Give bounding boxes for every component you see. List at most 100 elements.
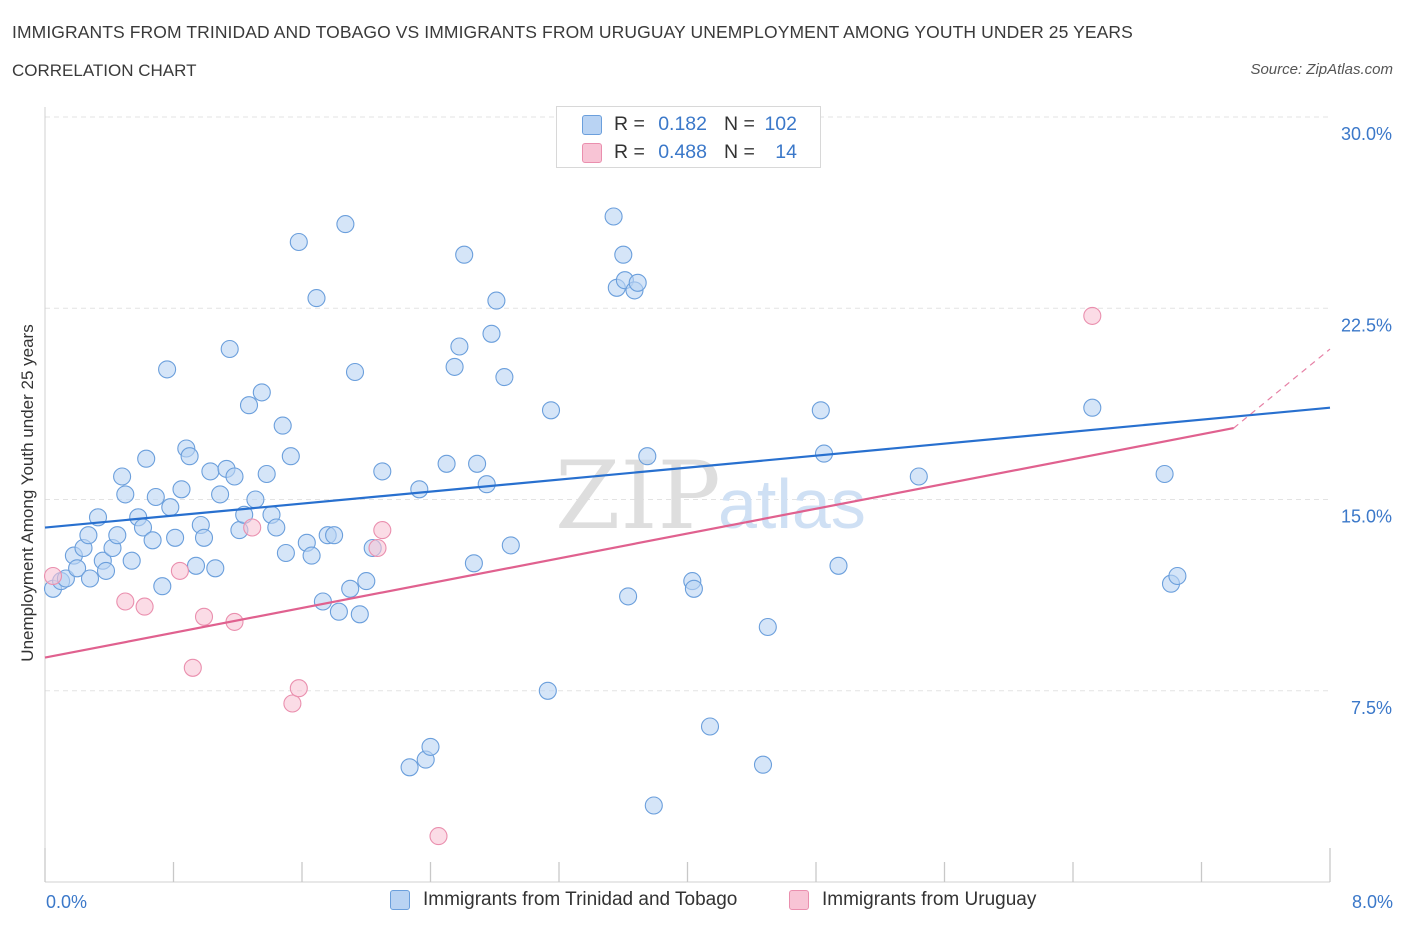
trinidad-point: [684, 579, 703, 598]
trinidad-point: [445, 357, 464, 376]
uruguay-swatch: [582, 143, 602, 163]
trinidad-point: [225, 467, 244, 486]
trinidad-point: [194, 528, 214, 547]
trinidad-point: [700, 717, 720, 736]
trinidad-point: [276, 543, 295, 563]
trinidad-point: [158, 360, 177, 379]
trinidad-point: [166, 528, 185, 547]
trinidad-point: [829, 556, 848, 575]
trinidad-point: [96, 561, 116, 580]
trinidad-point: [541, 401, 561, 420]
trinidad-point: [122, 551, 141, 570]
trinidad-point: [464, 554, 483, 573]
trinidad-point: [495, 368, 514, 387]
trinidad-point: [220, 339, 239, 359]
trinidad-point: [400, 758, 419, 777]
trinidad-point: [246, 490, 265, 509]
stat-legend-row-uruguay: R = 0.488 N = 14: [557, 139, 820, 167]
uruguay-point: [243, 518, 262, 537]
trinidad-point: [153, 577, 172, 596]
trinidad-point: [307, 289, 326, 308]
trinidad-point: [501, 536, 520, 555]
y-tick-label: 15.0%: [1341, 507, 1392, 527]
trinidad-point: [180, 447, 199, 466]
trinidad-point: [211, 485, 230, 504]
r-value: 0.182: [658, 113, 707, 135]
trinidad-point: [644, 796, 663, 815]
n-label: N =: [724, 113, 755, 135]
trinidad-point: [267, 518, 286, 537]
chart-subtitle: CORRELATION CHART: [12, 61, 197, 80]
stat-legend-row-trinidad: R = 0.182 N = 102: [557, 111, 820, 139]
trinidad-point: [143, 531, 162, 550]
legend-item-uruguay[interactable]: Immigrants from Uruguay: [789, 889, 1036, 911]
trinidad-swatch: [582, 115, 602, 135]
trinidad-point: [80, 569, 100, 588]
uruguay-point: [283, 694, 302, 713]
uruguay-trendline: [44, 427, 1234, 659]
trinidad-point: [257, 464, 276, 484]
trinidad-point: [108, 526, 127, 545]
trinidad-point: [79, 526, 98, 545]
trinidad-point: [628, 273, 647, 292]
uruguay-point: [43, 566, 63, 586]
trendlines: [44, 348, 1331, 659]
source-credit: Source: ZipAtlas.com: [1250, 61, 1393, 78]
trinidad-point: [619, 587, 638, 606]
axes: [44, 107, 1331, 883]
trinidad-point: [357, 572, 376, 591]
trinidad-point: [350, 605, 369, 624]
trinidad-point: [325, 526, 344, 545]
r-label: R =: [614, 113, 645, 135]
trinidad-point: [172, 480, 191, 499]
uruguay-trendline-extension: [1233, 348, 1331, 429]
trinidad-point: [289, 232, 308, 252]
trinidad-point: [487, 291, 506, 310]
trinidad-point: [614, 245, 633, 264]
trinidad-point: [753, 755, 773, 774]
trinidad-point: [909, 467, 928, 486]
trinidad-point: [186, 556, 206, 575]
y-tick-label: 30.0%: [1341, 124, 1392, 144]
uruguay-point: [1083, 306, 1102, 325]
uruguay-point: [368, 538, 387, 558]
uruguay-point: [373, 521, 392, 540]
watermark-zip: ZIP: [555, 442, 721, 551]
trinidad-point: [638, 447, 657, 466]
trinidad-point: [477, 475, 496, 494]
trinidad-point: [302, 546, 321, 565]
series-trinidad-points: [43, 207, 1187, 815]
trinidad-point: [1168, 566, 1187, 586]
uruguay-point: [170, 561, 189, 580]
legend-label: Immigrants from Trinidad and Tobago: [423, 889, 738, 910]
trinidad-point: [455, 245, 474, 264]
trinidad-point: [345, 362, 365, 382]
trinidad-point: [373, 462, 392, 481]
y-tick-label: 22.5%: [1341, 315, 1392, 335]
trinidad-point: [146, 487, 165, 507]
trinidad-trendline: [44, 406, 1331, 529]
trinidad-point: [341, 579, 360, 598]
gridlines: [45, 116, 1330, 692]
trinidad-point: [468, 454, 487, 473]
tick-labels: 7.5% 15.0% 22.5% 30.0% 0.0% 8.0%: [46, 124, 1393, 912]
uruguay-point: [429, 827, 448, 846]
uruguay-point: [289, 679, 308, 698]
n-value: 102: [764, 113, 797, 135]
uruguay-point: [116, 592, 135, 611]
trinidad-point: [161, 498, 180, 517]
trinidad-point: [113, 467, 132, 486]
trinidad-point: [313, 592, 332, 611]
uruguay-swatch: [789, 890, 809, 910]
chart-title: IMMIGRANTS FROM TRINIDAD AND TOBAGO VS I…: [12, 22, 1133, 42]
uruguay-point: [183, 658, 202, 677]
legend-label: Immigrants from Uruguay: [822, 889, 1037, 910]
trinidad-point: [329, 602, 348, 621]
legend-item-trinidad[interactable]: Immigrants from Trinidad and Tobago: [390, 889, 737, 911]
n-label: N =: [724, 141, 755, 163]
series-legend: Immigrants from Trinidad and Tobago Immi…: [0, 889, 1406, 915]
trinidad-point: [811, 401, 830, 420]
trinidad-point: [239, 396, 259, 415]
trinidad-point: [281, 447, 300, 466]
